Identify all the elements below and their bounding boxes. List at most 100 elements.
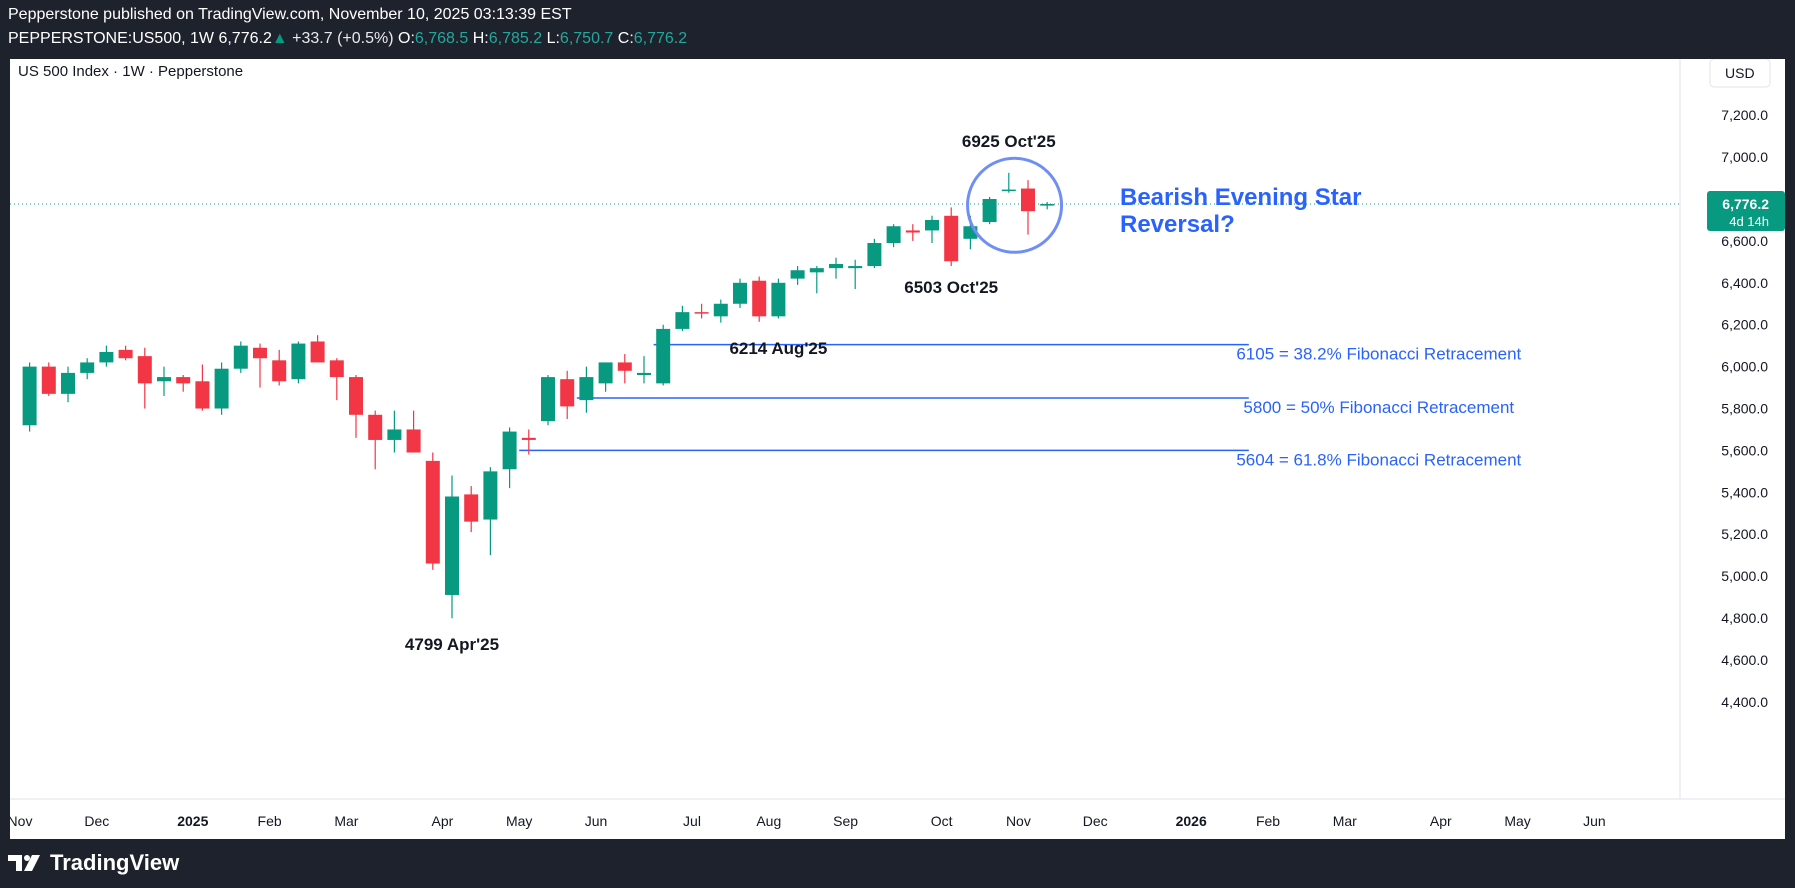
- currency-button[interactable]: [1709, 59, 1771, 88]
- x-tick-label: Feb: [1256, 813, 1280, 829]
- candle-body[interactable]: [560, 379, 575, 407]
- candle-body[interactable]: [80, 362, 95, 373]
- y-tick-label: 6,000.0: [1721, 359, 1768, 375]
- candle-body[interactable]: [157, 377, 171, 382]
- y-tick-label: 5,000.0: [1721, 568, 1768, 584]
- candle-body[interactable]: [502, 431, 517, 470]
- candle-body[interactable]: [656, 328, 671, 384]
- candle-body[interactable]: [176, 377, 191, 384]
- price-annotation: 6925 Oct'25: [962, 132, 1056, 151]
- x-tick-label: Dec: [1083, 813, 1108, 829]
- candle-body[interactable]: [329, 360, 344, 378]
- candle-body[interactable]: [790, 270, 805, 279]
- candle-body[interactable]: [541, 377, 555, 422]
- fib-level-label: 5604 = 61.8% Fibonacci Retracement: [1236, 450, 1521, 469]
- candle-body[interactable]: [349, 377, 363, 415]
- x-tick-label: Sep: [833, 813, 858, 829]
- candle-body[interactable]: [61, 372, 75, 394]
- candle-body[interactable]: [982, 199, 997, 223]
- candle-body[interactable]: [713, 303, 728, 317]
- candle-body[interactable]: [829, 263, 843, 269]
- candle-body[interactable]: [464, 494, 479, 522]
- bar-countdown: 4d 14h: [1729, 214, 1769, 229]
- candle-body[interactable]: [637, 372, 651, 375]
- candle-body[interactable]: [752, 280, 767, 317]
- chart-title: US 500 Index · 1W · Pepperstone: [18, 63, 243, 80]
- pattern-highlight-circle: [966, 156, 1064, 254]
- candle-body[interactable]: [579, 377, 594, 401]
- chart-panel[interactable]: US 500 Index · 1W · Pepperstone USD 4,400.…: [10, 59, 1785, 839]
- y-tick-label: 4,800.0: [1721, 610, 1768, 626]
- last-price-tag: [1707, 191, 1785, 231]
- candle-body[interactable]: [445, 496, 459, 595]
- candle-body[interactable]: [886, 226, 901, 244]
- candle-body[interactable]: [617, 362, 632, 371]
- candle-body[interactable]: [867, 243, 882, 267]
- candle-body[interactable]: [253, 347, 267, 359]
- symbol-label[interactable]: PEPPERSTONE:US500, 1W: [8, 30, 214, 47]
- candle-body[interactable]: [483, 471, 498, 520]
- candle-body[interactable]: [387, 429, 402, 440]
- candle-body[interactable]: [310, 341, 325, 363]
- candle-body[interactable]: [809, 268, 824, 273]
- price-annotation: 6503 Oct'25: [904, 278, 998, 297]
- candle-body[interactable]: [291, 343, 306, 380]
- candle-body[interactable]: [521, 437, 536, 440]
- candle-body[interactable]: [771, 282, 786, 317]
- pattern-label: Bearish Evening Star: [1120, 184, 1361, 211]
- candle-body[interactable]: [368, 414, 383, 440]
- candle-body[interactable]: [406, 429, 421, 453]
- candle-body[interactable]: [1021, 188, 1035, 212]
- candle-body[interactable]: [848, 266, 863, 269]
- candle-body[interactable]: [675, 312, 690, 329]
- x-tick-label: Jun: [585, 813, 608, 829]
- y-tick-label: 7,200.0: [1721, 107, 1768, 123]
- candle-body[interactable]: [118, 349, 133, 359]
- candle-body[interactable]: [137, 356, 152, 384]
- y-tick-label: 5,400.0: [1721, 484, 1768, 500]
- candle-body[interactable]: [905, 230, 920, 233]
- x-tick-label: 2026: [1176, 813, 1207, 829]
- y-tick-label: 6,200.0: [1721, 317, 1768, 333]
- candle-body[interactable]: [41, 366, 56, 394]
- symbol-ohlc-bar: PEPPERSTONE:US500, 1W 6,776.2▲ +33.7 (+0…: [8, 30, 687, 48]
- close-label: C:: [617, 30, 634, 47]
- x-tick-label: Nov: [10, 813, 32, 829]
- low-value: 6,750.7: [559, 30, 614, 47]
- candle-body[interactable]: [598, 362, 613, 384]
- candle-body[interactable]: [272, 360, 287, 382]
- candle-body[interactable]: [733, 282, 747, 304]
- x-tick-label: Dec: [84, 813, 109, 829]
- price-annotation: 4799 Apr'25: [405, 635, 499, 654]
- x-tick-label: 2025: [177, 813, 208, 829]
- candle-body[interactable]: [99, 351, 114, 363]
- last-price-value: 6,776.2: [218, 30, 272, 47]
- x-tick-label: Aug: [756, 813, 781, 829]
- candle-body[interactable]: [694, 312, 709, 314]
- candle-body[interactable]: [22, 366, 37, 426]
- candle-body[interactable]: [925, 219, 939, 231]
- x-tick-label: Apr: [432, 813, 454, 829]
- tradingview-logo-icon: [8, 855, 40, 871]
- candle-body[interactable]: [233, 345, 248, 369]
- y-tick-label: 7,000.0: [1721, 149, 1768, 165]
- fib-level-label: 5800 = 50% Fibonacci Retracement: [1243, 398, 1514, 417]
- low-label: L:: [546, 30, 560, 47]
- candlestick-chart[interactable]: US 500 Index · 1W · Pepperstone USD 4,400.…: [10, 59, 1785, 839]
- pattern-label: Reversal?: [1120, 211, 1235, 238]
- x-tick-label: Nov: [1006, 813, 1031, 829]
- price-change: +33.7 (+0.5%): [292, 30, 394, 47]
- candle-body[interactable]: [944, 215, 959, 262]
- x-tick-label: Jun: [1583, 813, 1606, 829]
- candle-body[interactable]: [214, 368, 229, 409]
- high-value: 6,785.2: [488, 30, 543, 47]
- x-tick-label: Apr: [1430, 813, 1452, 829]
- open-label: O:: [398, 30, 415, 47]
- candle-body[interactable]: [1001, 189, 1016, 192]
- footer-brand: TradingView: [8, 850, 179, 876]
- y-tick-label: 4,600.0: [1721, 652, 1768, 668]
- y-tick-label: 4,400.0: [1721, 694, 1768, 710]
- candle-body[interactable]: [195, 381, 210, 409]
- candle-body[interactable]: [1040, 204, 1055, 206]
- candle-body[interactable]: [425, 460, 440, 564]
